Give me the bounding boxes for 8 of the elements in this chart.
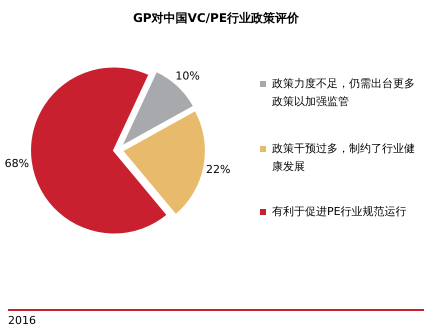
data-label: 10% bbox=[175, 69, 200, 82]
legend-label: 政策干预过多，制约了行业健康发展 bbox=[272, 141, 416, 175]
legend-label: 政策力度不足，仍需出台更多政策以加强监管 bbox=[272, 76, 416, 110]
legend-label: 有利于促进PE行业规范运行 bbox=[272, 204, 408, 220]
chart-title: GP对中国VC/PE行业政策评价 bbox=[132, 10, 300, 27]
data-label: 68% bbox=[4, 157, 30, 170]
text: 2016 bbox=[8, 314, 36, 327]
data-label: 22% bbox=[206, 162, 230, 176]
